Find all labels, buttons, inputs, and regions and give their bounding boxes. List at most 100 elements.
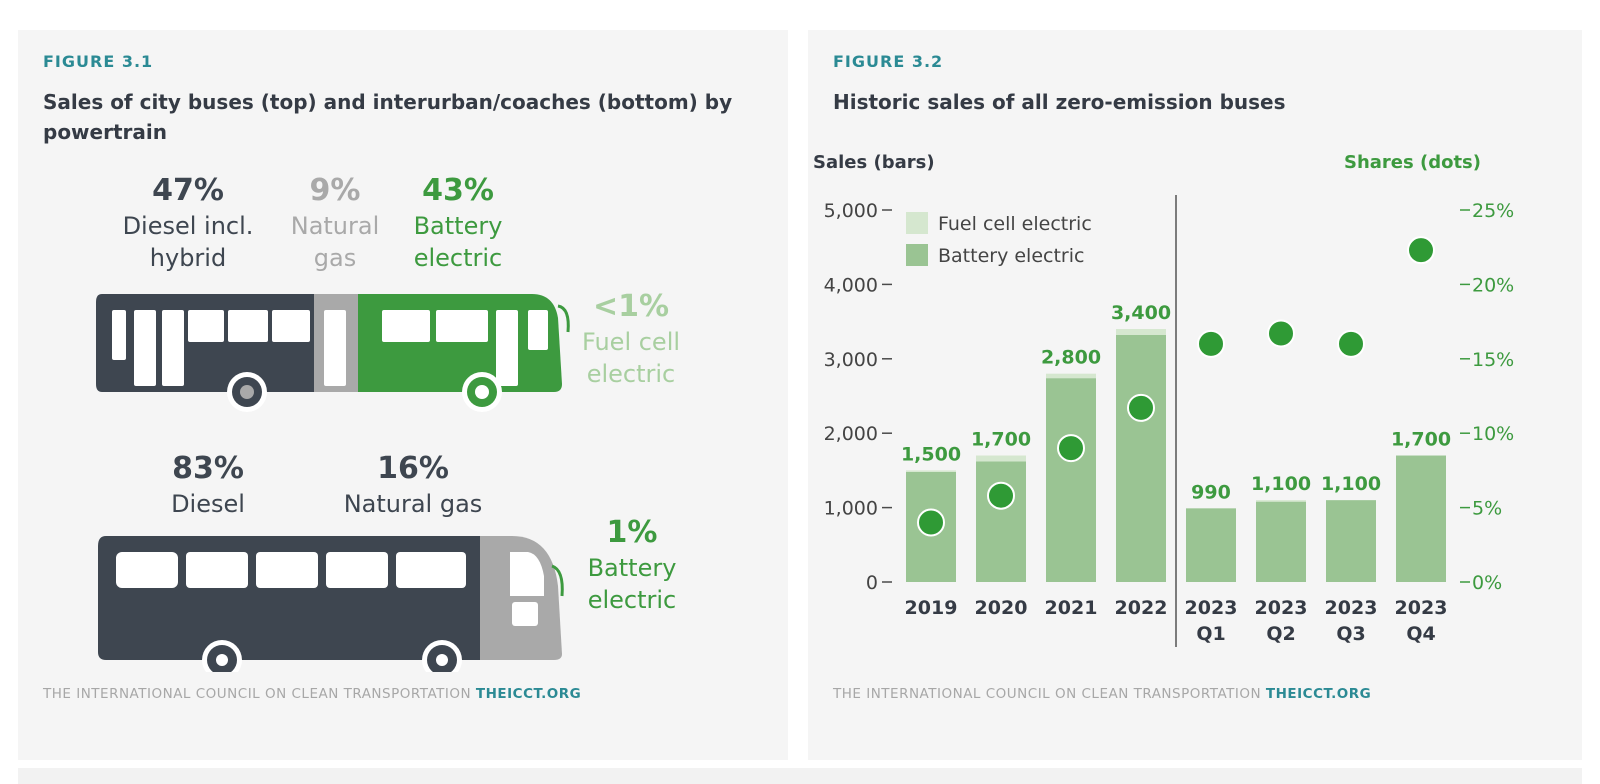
x-tick-label: Q1: [1196, 623, 1225, 645]
y-tick-label: 1,000: [824, 498, 878, 520]
x-tick-label: 2020: [975, 597, 1028, 619]
bottom-divider: [18, 768, 1582, 784]
bar-battery-electric: [1046, 378, 1096, 582]
figure-footer: THE INTERNATIONAL COUNCIL ON CLEAN TRANS…: [833, 686, 1371, 702]
bar-fuel-cell-electric: [906, 470, 956, 472]
bar-battery-electric: [1396, 455, 1446, 582]
bar-total-label: 990: [1191, 481, 1231, 503]
figure-label: FIGURE 3.2: [833, 52, 944, 71]
city-gas-stat: 9% Natural gas: [280, 172, 390, 274]
bar-total-label: 1,700: [971, 429, 1031, 451]
legend-swatch-battery: [906, 244, 928, 266]
share-dot: [1407, 236, 1435, 265]
figure-title: Sales of city buses (top) and interurban…: [43, 90, 733, 144]
y2-tick-label: 15%: [1472, 349, 1514, 371]
share-dot: [1127, 393, 1155, 422]
legend-swatch-fuel-cell: [906, 212, 928, 234]
chart-dots: [917, 236, 1435, 537]
city-bus-windows: [112, 310, 548, 386]
x-tick-label: Q4: [1406, 623, 1435, 645]
bar-total-label: 1,700: [1391, 429, 1451, 451]
footer-org: THE INTERNATIONAL COUNCIL ON CLEAN TRANS…: [43, 686, 472, 702]
right-axis-title: Shares (dots): [1344, 152, 1481, 173]
bar-total-label: 1,100: [1321, 473, 1381, 495]
city-fuelcell-stat: <1% Fuel cell electric: [566, 288, 696, 390]
coach-gas-section: [480, 536, 562, 660]
coach-wheels: [202, 640, 462, 672]
share-dot: [917, 508, 945, 537]
city-battery-pct: 43%: [422, 173, 494, 208]
bar-total-label: 2,800: [1041, 347, 1101, 369]
share-dot: [1057, 434, 1085, 463]
share-dot: [987, 481, 1015, 510]
share-dot: [1197, 329, 1225, 358]
bar-fuel-cell-electric: [1116, 329, 1166, 335]
bar-fuel-cell-electric: [1046, 373, 1096, 379]
x-tick-label: Q3: [1336, 623, 1365, 645]
coach-diesel-stat: 83% Diesel: [138, 450, 278, 520]
bar-battery-electric: [1186, 508, 1236, 582]
x-tick-label: 2022: [1115, 597, 1168, 619]
city-diesel-pct: 47%: [152, 173, 224, 208]
city-fuelcell-label-1: Fuel cell: [581, 328, 681, 356]
footer-brand-link[interactable]: THEICCT.ORG: [475, 686, 582, 702]
chart-bars: [906, 329, 1446, 582]
x-tick-label: 2023: [1255, 597, 1308, 619]
x-tick-label: Q2: [1266, 623, 1295, 645]
figure-footer: THE INTERNATIONAL COUNCIL ON CLEAN TRANS…: [43, 686, 581, 702]
bar-battery-electric: [1116, 334, 1166, 582]
y-tick-label: 2,000: [824, 423, 878, 445]
city-fuelcell-label-2: electric: [586, 360, 676, 388]
coach-battery-pct: 1%: [606, 515, 658, 550]
city-gas-pct: 9%: [309, 173, 361, 208]
figure-3-1-panel: FIGURE 3.1 Sales of city buses (top) and…: [18, 30, 788, 760]
figure-label: FIGURE 3.1: [43, 52, 154, 71]
figure-3-2-panel: FIGURE 3.2 Historic sales of all zero-em…: [808, 30, 1582, 760]
x-tick-label: 2023: [1395, 597, 1448, 619]
bar-total-label: 1,100: [1251, 473, 1311, 495]
city-bus-wheels: [227, 372, 502, 412]
city-bus-illustration: [96, 294, 570, 412]
coach-gas-pct: 16%: [377, 451, 449, 486]
coach-diesel-pct: 83%: [172, 451, 244, 486]
coach-mirror: [551, 564, 564, 597]
city-fuelcell-pct: <1%: [592, 289, 670, 324]
share-dot: [1267, 319, 1295, 348]
chart-labels: 1,500 2019 1,700 2020 2,800 2021 3,400 2022 990 2…: [901, 302, 1451, 645]
y2-tick-label: 25%: [1472, 200, 1514, 222]
y-tick-label: 3,000: [824, 349, 878, 371]
bar-battery-electric: [1256, 501, 1306, 582]
chart-legend: Fuel cell electric Battery electric: [906, 212, 1092, 267]
share-dot: [1337, 329, 1365, 358]
city-diesel-label-1: Diesel incl.: [122, 212, 254, 240]
bar-total-label: 1,500: [901, 443, 961, 465]
bar-battery-electric: [1326, 500, 1376, 582]
city-battery-stat: 43% Battery electric: [396, 172, 520, 274]
y-tick-label: 5,000: [824, 200, 878, 222]
city-battery-label-2: electric: [413, 244, 503, 272]
coach-diesel-section: [98, 536, 480, 660]
bar-fuel-cell-electric: [1256, 500, 1306, 502]
city-diesel-label-2: hybrid: [149, 244, 227, 272]
footer-brand-link[interactable]: THEICCT.ORG: [1265, 686, 1372, 702]
figure-title: Historic sales of all zero-emission buse…: [833, 90, 1286, 114]
y-tick-label: 4,000: [824, 274, 878, 296]
coach-diesel-label: Diesel: [171, 490, 245, 518]
y2-tick-label: 10%: [1472, 423, 1514, 445]
bar-fuel-cell-electric: [976, 455, 1026, 462]
city-bus-mirror: [557, 304, 570, 333]
coach-gas-stat: 16% Natural gas: [318, 450, 508, 520]
footer-org: THE INTERNATIONAL COUNCIL ON CLEAN TRANS…: [833, 686, 1262, 702]
zero-emission-bus-chart: Sales (bars) Shares (dots) 0 1,000 2,000 3,…: [813, 152, 1514, 647]
chart-axes: 0 1,000 2,000 3,000 4,000 5,000 0% 5% 10% 15% 20% 2…: [824, 195, 1514, 647]
bar-total-label: 3,400: [1111, 302, 1171, 324]
x-tick-label: 2021: [1045, 597, 1098, 619]
bar-battery-electric: [976, 461, 1026, 582]
coach-battery-label-1: Battery: [587, 554, 677, 582]
legend-label-fuel-cell: Fuel cell electric: [938, 213, 1092, 235]
city-diesel-stat: 47% Diesel incl. hybrid: [108, 172, 268, 274]
y-tick-label: 0: [866, 572, 878, 594]
city-gas-label-2: gas: [313, 244, 357, 272]
coach-battery-label-2: electric: [587, 586, 677, 614]
y2-tick-label: 0%: [1472, 572, 1502, 594]
